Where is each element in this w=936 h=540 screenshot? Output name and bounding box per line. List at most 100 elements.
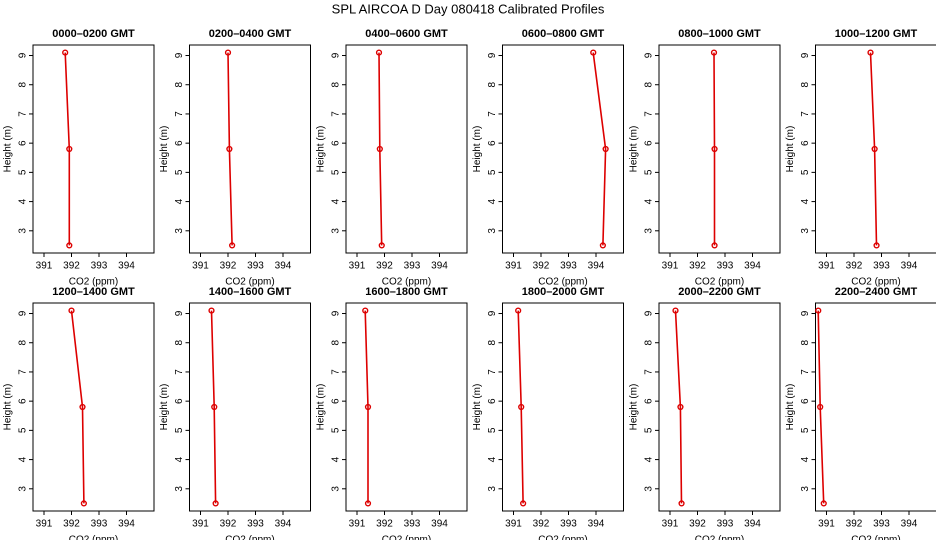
x-tick-label: 393: [873, 261, 890, 272]
y-tick-label: 9: [644, 52, 655, 58]
point: [62, 49, 69, 56]
point: [362, 307, 369, 314]
profile-line: [364, 310, 369, 504]
point: [515, 307, 522, 314]
y-tick-label: 9: [800, 52, 811, 58]
y-tick-label: 8: [18, 82, 29, 88]
profile-line: [227, 52, 233, 246]
plot-frame: [502, 302, 624, 512]
y-tick-label: 3: [487, 486, 498, 492]
y-tick-label: 4: [174, 456, 185, 462]
y-tick-label: 9: [331, 52, 342, 58]
plot-frame: [189, 44, 311, 254]
profile-line: [378, 52, 383, 246]
panel-title: 0000–0200 GMT: [52, 28, 135, 40]
x-axis-label: CO2 (ppm): [538, 535, 587, 540]
plot-frame: [345, 44, 468, 254]
y-axis-label: Height (m): [3, 384, 14, 431]
y-tick-label: 4: [800, 456, 811, 462]
y-tick-label: 9: [174, 310, 185, 316]
y-tick-label: 4: [18, 198, 29, 204]
y-tick-label: 6: [331, 140, 342, 146]
y-tick-label: 3: [331, 228, 342, 234]
y-tick-label: 7: [644, 369, 655, 375]
y-tick-label: 5: [644, 427, 655, 433]
y-tick-label: 5: [18, 427, 29, 433]
y-tick-label: 6: [174, 140, 185, 146]
point: [820, 500, 827, 507]
x-tick-label: 392: [533, 519, 550, 530]
point: [815, 307, 822, 314]
y-tick-label: 7: [487, 369, 498, 375]
point: [590, 49, 597, 56]
x-tick-label: 391: [818, 519, 835, 530]
point: [672, 307, 679, 314]
x-tick-label: 392: [63, 261, 80, 272]
y-tick-label: 4: [644, 456, 655, 462]
point: [711, 145, 718, 153]
x-tick-label: 391: [192, 519, 209, 530]
panel-title: 0600–0800 GMT: [522, 28, 605, 40]
x-tick-label: 391: [349, 261, 366, 272]
x-tick-label: 393: [404, 261, 421, 272]
profile-line: [517, 310, 524, 504]
profile-line: [210, 310, 217, 504]
plot-frame: [189, 302, 311, 512]
point: [602, 145, 609, 153]
x-tick-label: 394: [275, 519, 292, 530]
x-tick-label: 393: [91, 261, 108, 272]
x-tick-label: 393: [247, 261, 264, 272]
x-tick-label: 394: [588, 261, 605, 272]
x-tick-label: 391: [192, 261, 209, 272]
y-axis-label: Height (m): [629, 384, 640, 431]
y-tick-label: 4: [18, 456, 29, 462]
point: [364, 500, 372, 507]
x-tick-label: 393: [247, 519, 264, 530]
point: [79, 403, 86, 411]
y-tick-label: 8: [800, 340, 811, 346]
y-tick-label: 4: [487, 198, 498, 204]
y-axis-label: Height (m): [159, 384, 170, 431]
y-tick-label: 6: [800, 398, 811, 404]
y-tick-label: 6: [800, 140, 811, 146]
y-tick-label: 5: [331, 169, 342, 175]
plot-frame: [815, 44, 936, 254]
y-tick-label: 7: [487, 111, 498, 117]
x-axis-label: CO2 (ppm): [695, 277, 744, 288]
panel-title: 1400–1600 GMT: [209, 286, 292, 298]
y-tick-label: 5: [487, 169, 498, 175]
y-tick-label: 6: [331, 398, 342, 404]
profile-line: [869, 52, 878, 246]
y-tick-label: 7: [18, 369, 29, 375]
y-tick-label: 3: [487, 228, 498, 234]
point: [520, 500, 527, 507]
y-tick-label: 5: [174, 169, 185, 175]
x-axis-label: CO2 (ppm): [69, 277, 118, 288]
x-tick-label: 392: [689, 261, 706, 272]
y-tick-label: 7: [18, 111, 29, 117]
x-tick-label: 394: [431, 519, 448, 530]
page-title: SPL AIRCOA D Day 080418 Calibrated Profi…: [332, 1, 605, 16]
y-tick-label: 9: [487, 52, 498, 58]
y-tick-label: 5: [487, 427, 498, 433]
x-tick-label: 394: [588, 519, 605, 530]
point: [817, 403, 824, 411]
x-tick-label: 394: [744, 519, 761, 530]
x-tick-label: 392: [846, 519, 863, 530]
point: [364, 403, 372, 411]
y-tick-label: 8: [487, 82, 498, 88]
profile-line: [64, 52, 71, 246]
panel-title: 1000–1200 GMT: [835, 28, 918, 40]
y-tick-label: 8: [644, 82, 655, 88]
x-tick-label: 393: [560, 519, 577, 530]
y-tick-label: 6: [174, 398, 185, 404]
x-tick-label: 391: [505, 519, 522, 530]
point: [678, 500, 685, 507]
y-tick-label: 9: [331, 310, 342, 316]
